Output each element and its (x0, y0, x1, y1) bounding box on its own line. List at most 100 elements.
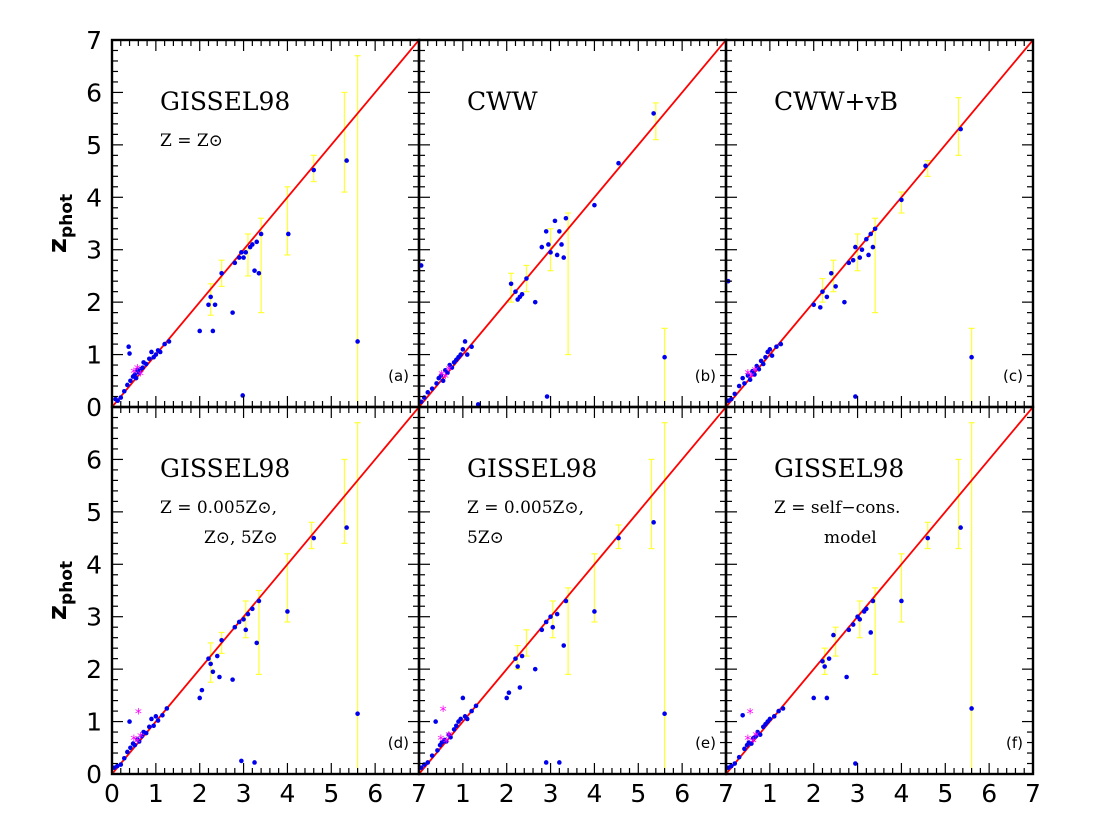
data-point (831, 632, 836, 638)
x-tick-label: 5 (323, 779, 339, 808)
data-point (462, 339, 468, 344)
data-point (355, 711, 360, 717)
data-point (208, 661, 213, 667)
x-tick-label: 6 (674, 779, 690, 808)
data-point (757, 732, 763, 737)
data-point (780, 706, 786, 711)
data-point (254, 640, 260, 646)
data-point (143, 730, 149, 736)
plot-area: **** (112, 407, 419, 774)
data-point (160, 712, 165, 718)
data-point (853, 244, 858, 250)
data-point (736, 754, 742, 760)
data-point (822, 664, 827, 669)
data-point (872, 226, 878, 232)
special-point-marker: * (438, 369, 445, 385)
y-tick-label: 1 (86, 708, 102, 737)
data-point (846, 627, 852, 633)
data-point (548, 614, 553, 620)
data-point (524, 276, 529, 281)
data-point (252, 268, 257, 273)
data-point (132, 372, 138, 377)
data-point (217, 674, 222, 680)
data-point (230, 677, 235, 682)
data-point (958, 525, 963, 530)
data-point (817, 305, 823, 310)
data-point (844, 674, 849, 680)
data-point (870, 244, 876, 250)
data-point (425, 390, 431, 395)
y-tick-label: 2 (86, 655, 102, 684)
special-point-marker: * (443, 736, 450, 752)
data-point (742, 746, 747, 752)
data-point (128, 378, 133, 384)
special-point-marker: * (135, 707, 142, 723)
data-point (550, 624, 556, 630)
data-point (460, 695, 466, 701)
data-point (958, 126, 963, 132)
data-point (230, 310, 235, 315)
data-point (864, 236, 869, 242)
data-point (616, 535, 621, 541)
data-point (557, 760, 562, 765)
data-point (469, 344, 474, 350)
data-point (728, 763, 734, 769)
data-point (139, 733, 145, 739)
panel-title: GISSEL98 (160, 87, 290, 116)
data-point (771, 714, 777, 719)
x-tick-label: 2 (499, 779, 515, 808)
data-point (857, 617, 863, 622)
panel-c: ***CWW+vB(c) (724, 38, 1035, 409)
data-point (868, 231, 874, 237)
data-point (539, 627, 545, 633)
data-point (146, 724, 152, 730)
special-point-marker: * (744, 367, 751, 383)
special-point-marker: * (752, 729, 759, 745)
data-point (778, 341, 784, 347)
data-point (258, 231, 264, 237)
x-axis-label-main: z (523, 813, 538, 822)
y-tick-label: 4 (86, 550, 102, 579)
data-point (250, 606, 255, 612)
data-point (241, 617, 246, 622)
data-point (756, 366, 762, 372)
data-point (870, 598, 876, 604)
data-point (125, 749, 130, 755)
data-point (543, 760, 549, 765)
panel-subtitle: Z = self−cons. (774, 498, 900, 518)
data-point (864, 606, 869, 612)
panel-subtitle: Z = Z⊙ (160, 131, 223, 151)
data-point (453, 723, 459, 729)
data-point (127, 351, 132, 356)
y-tick-label: 0 (86, 393, 102, 422)
x-tick-label: 4 (893, 779, 909, 808)
data-point (846, 260, 852, 266)
x-axis-label-main: z (216, 813, 231, 822)
data-point (157, 349, 163, 355)
plot-area: **** (726, 407, 1033, 774)
data-point (740, 375, 745, 381)
special-point-marker: * (744, 733, 751, 749)
data-point (554, 611, 560, 617)
data-point (433, 719, 438, 724)
data-point (140, 365, 145, 370)
data-point (434, 381, 439, 386)
data-point (513, 289, 518, 294)
plot-area: **** (419, 407, 726, 774)
data-point (243, 627, 249, 633)
data-point (828, 271, 834, 276)
x-tick-label: 7 (1025, 779, 1041, 808)
y-axis-label: zphot (43, 561, 77, 620)
data-point (153, 714, 159, 719)
plot-area: *** (112, 40, 419, 407)
y-axis-label-main: z (43, 605, 73, 620)
data-point (554, 252, 560, 258)
data-point (811, 302, 817, 308)
data-point (245, 611, 251, 617)
data-point (539, 244, 545, 250)
data-point (151, 723, 156, 729)
data-point (767, 347, 773, 352)
data-point (212, 302, 218, 308)
x-tick-label: 1 (762, 779, 778, 808)
panel-subtitle: 5Z⊙ (467, 528, 504, 548)
